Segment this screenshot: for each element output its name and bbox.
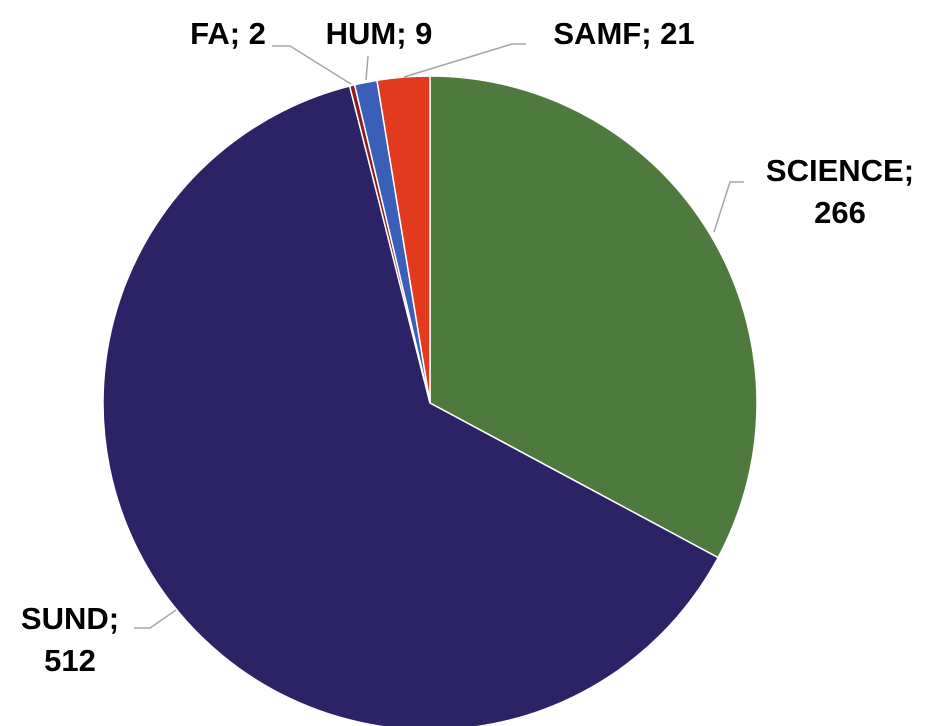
leader-line <box>272 45 352 85</box>
pie-slice <box>376 75 431 404</box>
data-label: SAMF; 21 <box>553 16 695 51</box>
leader-line <box>403 43 526 78</box>
data-label: SUND; 512 <box>20 601 120 678</box>
data-label: SCIENCE; 266 <box>765 153 915 230</box>
pie-slice <box>102 85 720 726</box>
data-label: FA; 2 <box>190 16 266 51</box>
leader-line <box>134 609 177 629</box>
data-label: HUM; 9 <box>325 16 433 51</box>
pie-slice <box>429 75 758 559</box>
leader-line <box>713 181 744 233</box>
leader-line <box>365 55 369 81</box>
